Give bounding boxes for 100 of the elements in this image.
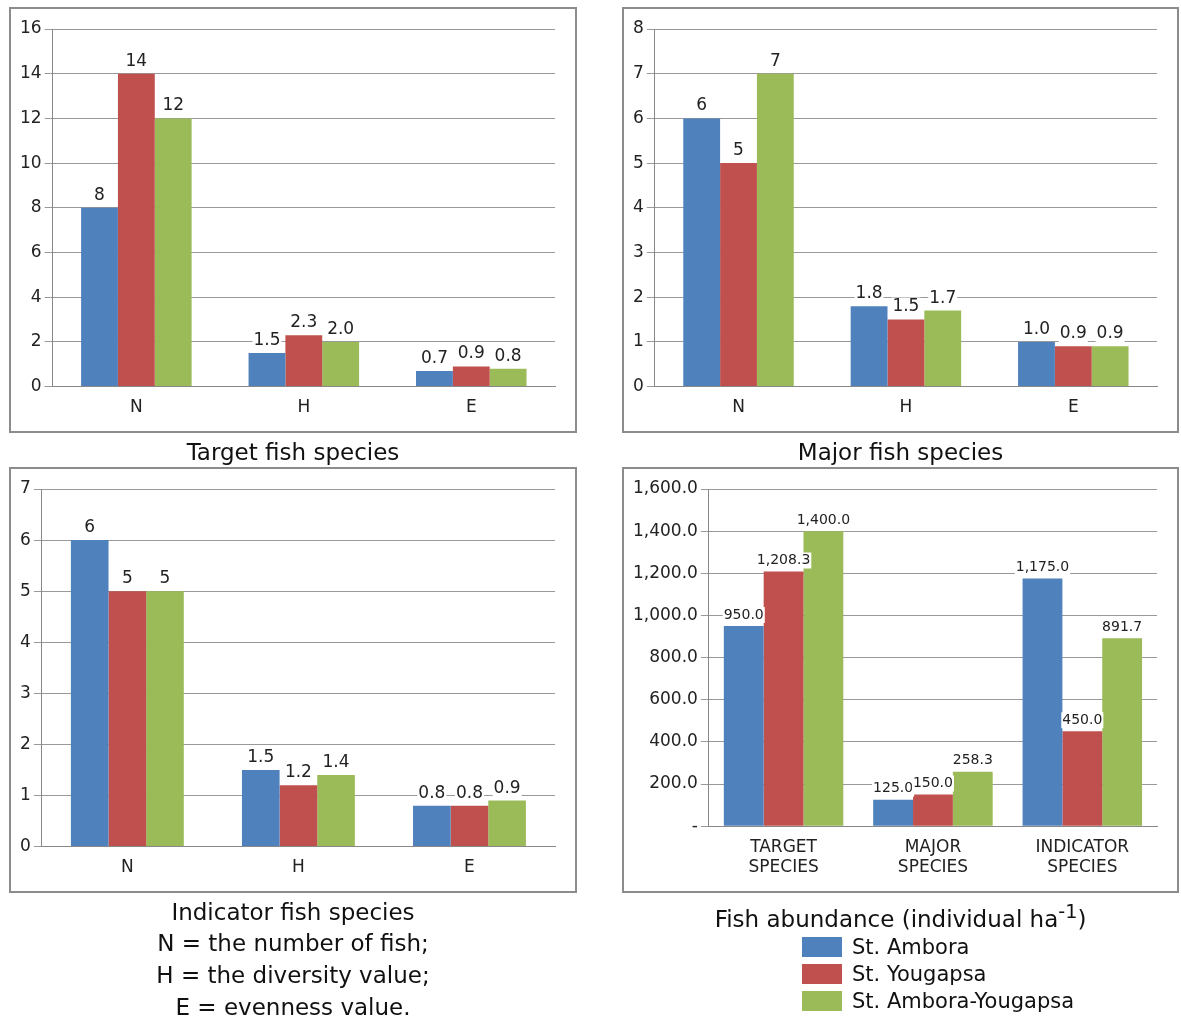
bar: [1102, 638, 1143, 826]
y-tick-label: 1,400.0: [633, 519, 698, 540]
text: Fish abundance (individual ha$^{-1}$): [713, 899, 1088, 934]
data-label: 1,175.0: [1015, 558, 1070, 575]
data-label: 1.2: [284, 761, 312, 782]
data-label: 258.3: [952, 751, 993, 768]
y-tick-label: 800.0: [649, 646, 698, 667]
bar: [763, 571, 804, 826]
y-tick-label: 4: [19, 630, 31, 651]
text: H = the diversity value;: [155, 961, 431, 990]
y-tick-label: 1,600.0: [633, 477, 698, 498]
data-label: 0.8: [418, 781, 446, 802]
data-label: 8: [94, 183, 105, 204]
y-tick-label: 6: [632, 106, 644, 127]
y-tick-label: 8: [632, 17, 644, 38]
y-tick-label: 10: [19, 151, 42, 172]
data-label: 0.9: [1096, 322, 1124, 343]
data-label: 0.8: [455, 781, 483, 802]
y-tick-label: 16: [19, 17, 42, 38]
bar: [952, 771, 993, 826]
y-tick-label: 12: [19, 106, 42, 127]
y-tick-label: 4: [30, 285, 42, 306]
x-tick-label: N: [120, 856, 134, 877]
data-label: 1.5: [247, 745, 275, 766]
y-tick-label: 2: [30, 330, 42, 351]
data-label: 12: [162, 94, 185, 115]
bar: [683, 118, 721, 387]
y-tick-label: 2: [19, 732, 31, 753]
y-tick-label: 0: [30, 375, 42, 396]
data-label: 2.0: [327, 317, 355, 338]
text: Major fish species: [796, 438, 1005, 467]
bar: [1091, 346, 1129, 387]
bar: [285, 335, 323, 387]
data-label: 450.0: [1062, 711, 1103, 727]
data-label: 1,400.0: [796, 510, 851, 527]
x-tick-label: N: [732, 396, 745, 417]
x-tick-label: N: [130, 396, 143, 417]
bar: [1018, 341, 1055, 387]
y-tick-label: 6: [19, 528, 31, 549]
bar: [317, 775, 355, 847]
data-label: 891.7: [1102, 617, 1143, 634]
data-label: 1.5: [892, 295, 920, 316]
x-tick-label: TARGET SPECIES: [748, 835, 819, 877]
bar: [450, 805, 489, 847]
legend-label: St. Yougapsa: [852, 962, 987, 987]
data-label: 14: [125, 49, 148, 70]
y-tick-label: 3: [19, 681, 31, 702]
y-tick-label: 5: [632, 151, 644, 172]
y-tick-label: 8: [30, 196, 42, 217]
data-label: 5: [121, 567, 133, 588]
data-label: 1.0: [1022, 317, 1050, 338]
y-tick-label: 4: [632, 196, 644, 217]
bar: [70, 540, 109, 847]
data-label: 1.7: [929, 286, 957, 307]
data-label: 5: [733, 139, 744, 160]
bar: [913, 794, 953, 826]
x-tick-label: H: [292, 856, 305, 877]
legend-label: St. Ambora-Yougapsa: [852, 989, 1075, 1014]
data-label: 2.3: [290, 311, 318, 332]
y-tick-label: 14: [19, 62, 42, 83]
bar: [1054, 346, 1092, 387]
y-tick-label: 1: [632, 330, 644, 351]
data-label: 0.9: [457, 342, 485, 363]
data-label: 7: [769, 49, 781, 70]
data-label: 950.0: [723, 605, 764, 622]
y-tick-label: 3: [632, 240, 644, 261]
y-tick-label: 400.0: [649, 730, 698, 751]
x-tick-label: MAJOR SPECIES: [897, 835, 969, 877]
x-tick-label: E: [465, 396, 477, 417]
y-tick-label: 200.0: [649, 772, 698, 793]
data-label: 1.5: [253, 329, 281, 349]
y-tick-label: 1,200.0: [633, 561, 698, 582]
bar: [887, 319, 925, 387]
bar: [279, 785, 318, 847]
data-label: 0.9: [1059, 322, 1087, 343]
bar: [81, 207, 118, 387]
y-tick-label: -: [691, 814, 698, 835]
y-tick-label: 7: [632, 62, 644, 83]
y-tick-label: 7: [19, 477, 31, 498]
text: E = evenness value.: [174, 993, 412, 1021]
bar: [146, 591, 184, 847]
x-tick-label: INDICATOR SPECIES: [1035, 835, 1130, 877]
data-label: 6: [84, 516, 96, 537]
bar: [489, 368, 527, 387]
data-label: 1.8: [855, 282, 883, 303]
data-label: 5: [159, 567, 171, 588]
bar: [1062, 731, 1103, 826]
bar: [452, 366, 490, 387]
x-tick-label: H: [297, 396, 311, 417]
bar: [1022, 578, 1063, 826]
bar: [108, 591, 147, 847]
text: Indicator fish species: [170, 898, 416, 927]
y-tick-label: 5: [19, 579, 31, 600]
y-tick-label: 600.0: [649, 688, 698, 709]
bar: [154, 118, 192, 387]
x-tick-label: E: [464, 856, 475, 877]
data-label: 1.4: [322, 751, 350, 771]
x-tick-label: E: [1067, 396, 1079, 417]
text: Target fish species: [185, 438, 401, 467]
text: N = the number of fish;: [156, 929, 430, 958]
